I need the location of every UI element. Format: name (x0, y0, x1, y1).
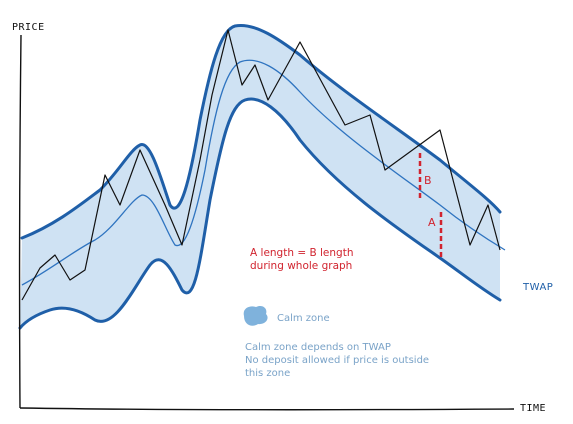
calm-zone-description: Calm zone depends on TWAP No deposit all… (245, 341, 429, 380)
calm-zone-lower-edge (18, 97, 502, 330)
y-axis (18, 34, 22, 409)
length-note-line-2: during whole graph (250, 260, 353, 272)
calm-zone-upper-edge (20, 23, 502, 240)
calm-zone-swatch (243, 305, 268, 326)
calm-zone-legend-label: Calm zone (277, 313, 330, 324)
twap-label: TWAP (523, 282, 554, 293)
calm-desc-line-3: this zone (245, 368, 291, 379)
calm-zone-band (20, 25, 500, 328)
price-line (21, 29, 501, 301)
x-axis (19, 407, 515, 411)
y-axis-label: PRICE (12, 22, 45, 33)
length-note-line-1: A length = B length (250, 247, 354, 259)
marker-a-label: A (428, 216, 436, 229)
marker-b-label: B (424, 174, 432, 187)
length-note: A length = B length during whole graph (250, 247, 353, 273)
x-axis-label: TIME (520, 403, 547, 414)
calm-desc-line-2: No deposit allowed if price is outside (245, 355, 430, 366)
twap-line (21, 59, 506, 286)
calm-desc-line-1: Calm zone depends on TWAP (245, 342, 391, 353)
